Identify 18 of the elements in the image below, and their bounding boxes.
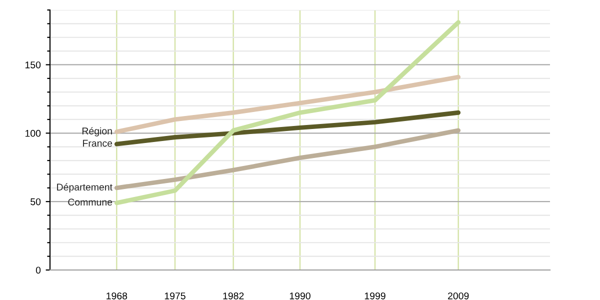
y-tick-label: 50 bbox=[30, 198, 41, 206]
line-series bbox=[114, 128, 461, 190]
line-series bbox=[114, 110, 461, 146]
series-label: Commune bbox=[68, 198, 112, 206]
x-tick-label: 1999 bbox=[364, 292, 386, 300]
x-tick-label: 2009 bbox=[448, 292, 469, 300]
y-tick-label: 0 bbox=[36, 266, 41, 274]
series-label: France bbox=[83, 140, 112, 147]
x-tick-label: 1990 bbox=[290, 292, 310, 300]
y-tick-label: 150 bbox=[25, 61, 41, 68]
series-label: Région bbox=[82, 127, 112, 136]
x-tick-label: 1982 bbox=[223, 292, 244, 300]
series-label: Département bbox=[57, 183, 112, 192]
line-series bbox=[114, 20, 461, 206]
line-series bbox=[114, 74, 461, 134]
x-tick-label: 1968 bbox=[106, 292, 128, 300]
y-tick-label: 100 bbox=[25, 130, 41, 137]
x-tick-label: 1975 bbox=[164, 292, 186, 300]
